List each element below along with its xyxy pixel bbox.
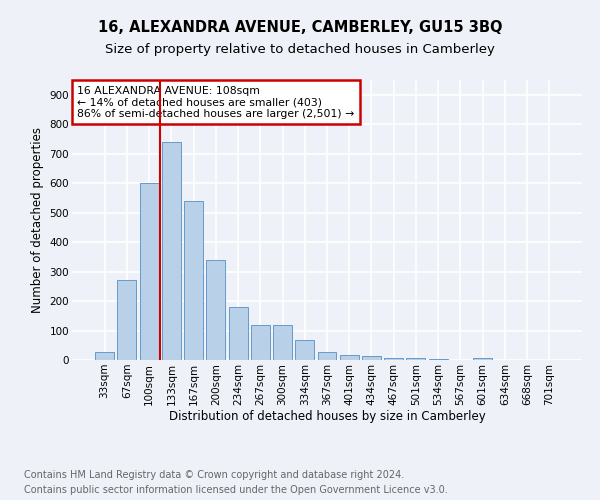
Bar (229, 307, 248, 360)
Bar (317, 352, 337, 360)
Bar (429, 358, 448, 360)
Bar (340, 354, 359, 360)
Bar (206, 260, 225, 360)
Bar (251, 325, 270, 360)
Bar (295, 340, 314, 360)
Text: Contains HM Land Registry data © Crown copyright and database right 2024.: Contains HM Land Registry data © Crown c… (24, 470, 404, 480)
Text: 16 ALEXANDRA AVENUE: 108sqm
← 14% of detached houses are smaller (403)
86% of se: 16 ALEXANDRA AVENUE: 108sqm ← 14% of det… (77, 86, 355, 119)
Bar (162, 142, 181, 360)
Bar (273, 325, 292, 360)
Text: Size of property relative to detached houses in Camberley: Size of property relative to detached ho… (105, 42, 495, 56)
Bar (406, 358, 425, 360)
Bar (362, 356, 381, 360)
Bar (95, 352, 114, 360)
Text: Contains public sector information licensed under the Open Government Licence v3: Contains public sector information licen… (24, 485, 448, 495)
Bar (140, 183, 158, 360)
Bar (184, 201, 203, 360)
X-axis label: Distribution of detached houses by size in Camberley: Distribution of detached houses by size … (169, 410, 485, 424)
Bar (473, 358, 492, 360)
Bar (118, 280, 136, 360)
Y-axis label: Number of detached properties: Number of detached properties (31, 127, 44, 313)
Bar (384, 358, 403, 360)
Text: 16, ALEXANDRA AVENUE, CAMBERLEY, GU15 3BQ: 16, ALEXANDRA AVENUE, CAMBERLEY, GU15 3B… (98, 20, 502, 35)
